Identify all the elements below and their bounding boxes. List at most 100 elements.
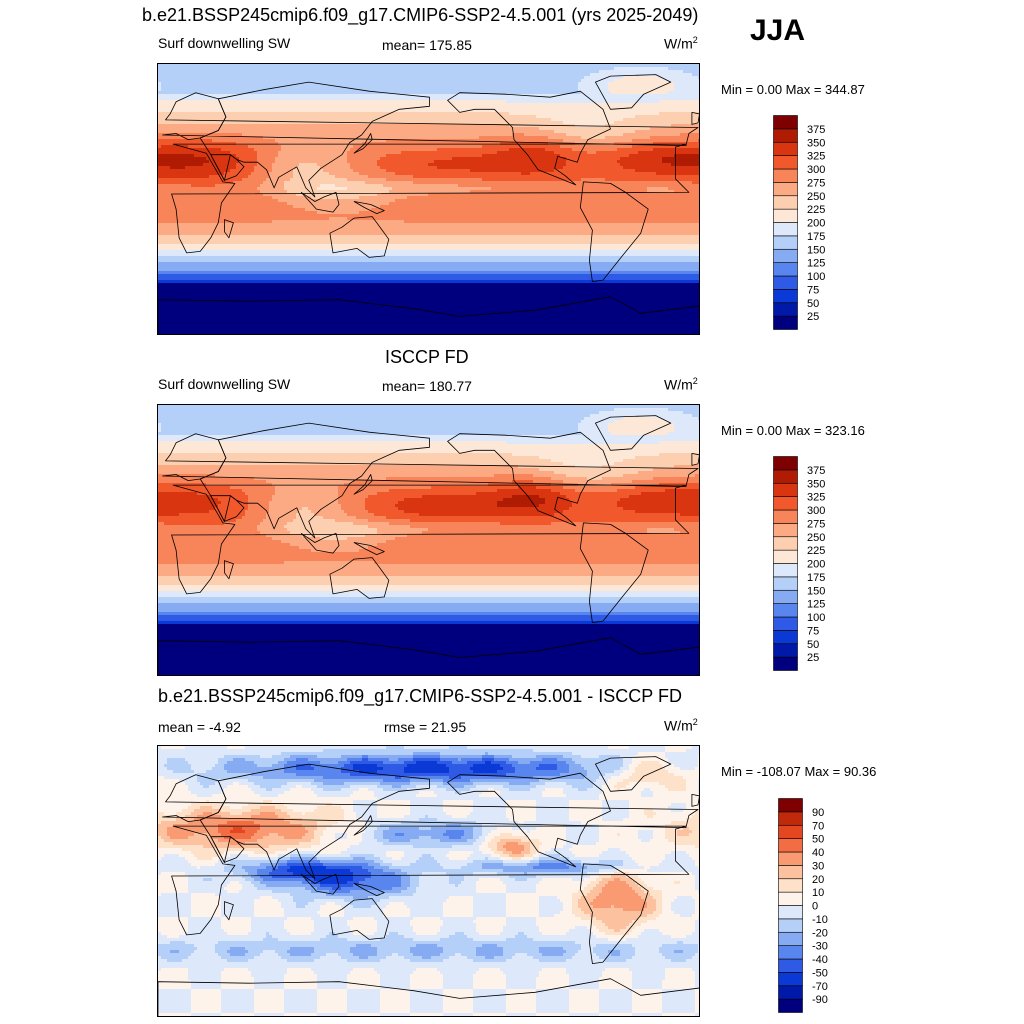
field-cell (257, 157, 276, 161)
colorbar-tick-label: 275 (807, 177, 825, 189)
colorbar-swatch (778, 958, 803, 973)
colorbar-tick-label: 10 (812, 887, 824, 899)
field-cell (551, 118, 624, 122)
field-cell (221, 992, 255, 996)
field-cell (257, 869, 273, 873)
field-cell (437, 944, 483, 948)
field-cell (692, 956, 699, 960)
field-layer (158, 64, 699, 334)
coastline (171, 484, 690, 595)
field-cell (635, 130, 699, 134)
panel1-units: W/m2 (664, 35, 698, 52)
field-cell (377, 953, 393, 957)
field-cell (317, 211, 360, 215)
field-cell (272, 869, 288, 873)
field-cell (158, 486, 231, 490)
field-cell (662, 944, 699, 948)
field-cell (158, 794, 198, 798)
field-cell (542, 842, 567, 846)
field-cell (569, 1013, 600, 1016)
field-cell (158, 124, 510, 128)
field-cell (623, 507, 699, 511)
field-cell (254, 878, 264, 882)
field-cell (578, 950, 594, 954)
field-cell (260, 896, 273, 900)
season-label: JJA (750, 14, 806, 47)
field-cell (254, 998, 285, 1002)
field-cell (158, 845, 204, 849)
field-cell (380, 166, 438, 170)
field-cell (566, 163, 621, 167)
field-cell (311, 932, 330, 936)
field-cell (605, 884, 630, 888)
field-cell (311, 884, 321, 888)
field-cell (419, 827, 432, 831)
field-cell (293, 519, 336, 523)
field-cell (317, 806, 342, 810)
coastline (224, 901, 234, 921)
field-cell (314, 791, 354, 795)
field-cell (272, 537, 321, 541)
field-cell (629, 800, 699, 804)
field-cell (563, 908, 573, 912)
field-cell (359, 881, 402, 885)
field-cell (500, 968, 543, 972)
field-cell (596, 878, 603, 882)
field-cell (374, 866, 390, 870)
field-cell (695, 845, 699, 849)
field-cell (617, 504, 699, 508)
field-cell (335, 902, 351, 906)
field-cell (644, 866, 651, 870)
field-cell (314, 878, 354, 882)
field-cell (287, 971, 315, 975)
field-cell (569, 1004, 600, 1008)
field-cell (281, 905, 297, 909)
field-cell (539, 929, 570, 933)
field-cell (629, 746, 666, 750)
field-cell (353, 896, 369, 900)
field-cell (284, 836, 303, 840)
field-cell (287, 968, 312, 972)
field-cell (158, 573, 699, 577)
field-cell (683, 70, 699, 74)
field-cell (158, 100, 507, 104)
field-cell (587, 770, 615, 774)
field-cell (518, 932, 525, 936)
field-cell (569, 1007, 600, 1011)
field-cell (695, 474, 699, 478)
field-cell (158, 1010, 192, 1014)
field-cell (506, 902, 540, 906)
field-cell (569, 860, 582, 864)
field-cell (575, 926, 588, 930)
field-cell (506, 995, 537, 999)
field-cell (608, 85, 675, 89)
field-cell (506, 815, 537, 819)
field-cell (272, 196, 312, 200)
field-cell (284, 770, 342, 774)
field-cell (230, 842, 246, 846)
field-cell (578, 82, 609, 86)
field-cell (569, 1001, 600, 1005)
field-cell (263, 938, 279, 942)
field-cell (254, 986, 285, 990)
field-cell (263, 136, 480, 140)
field-cell (254, 1007, 285, 1011)
field-cell (620, 950, 636, 954)
field-cell (374, 836, 384, 840)
field-cell (224, 836, 252, 840)
colorbar-tick-label: 125 (807, 599, 825, 611)
field-cell (338, 489, 390, 493)
coastline (595, 74, 672, 110)
field-cell (269, 932, 291, 936)
field-cell (158, 857, 162, 861)
field-cell (662, 1010, 696, 1014)
field-cell (410, 812, 447, 816)
field-cell (443, 920, 474, 924)
field-cell (473, 908, 507, 912)
field-cell (602, 878, 615, 882)
field-cell (161, 857, 186, 861)
field-cell (500, 932, 519, 936)
field-cell (536, 1010, 570, 1014)
field-cell (314, 947, 351, 951)
field-cell (608, 426, 675, 430)
